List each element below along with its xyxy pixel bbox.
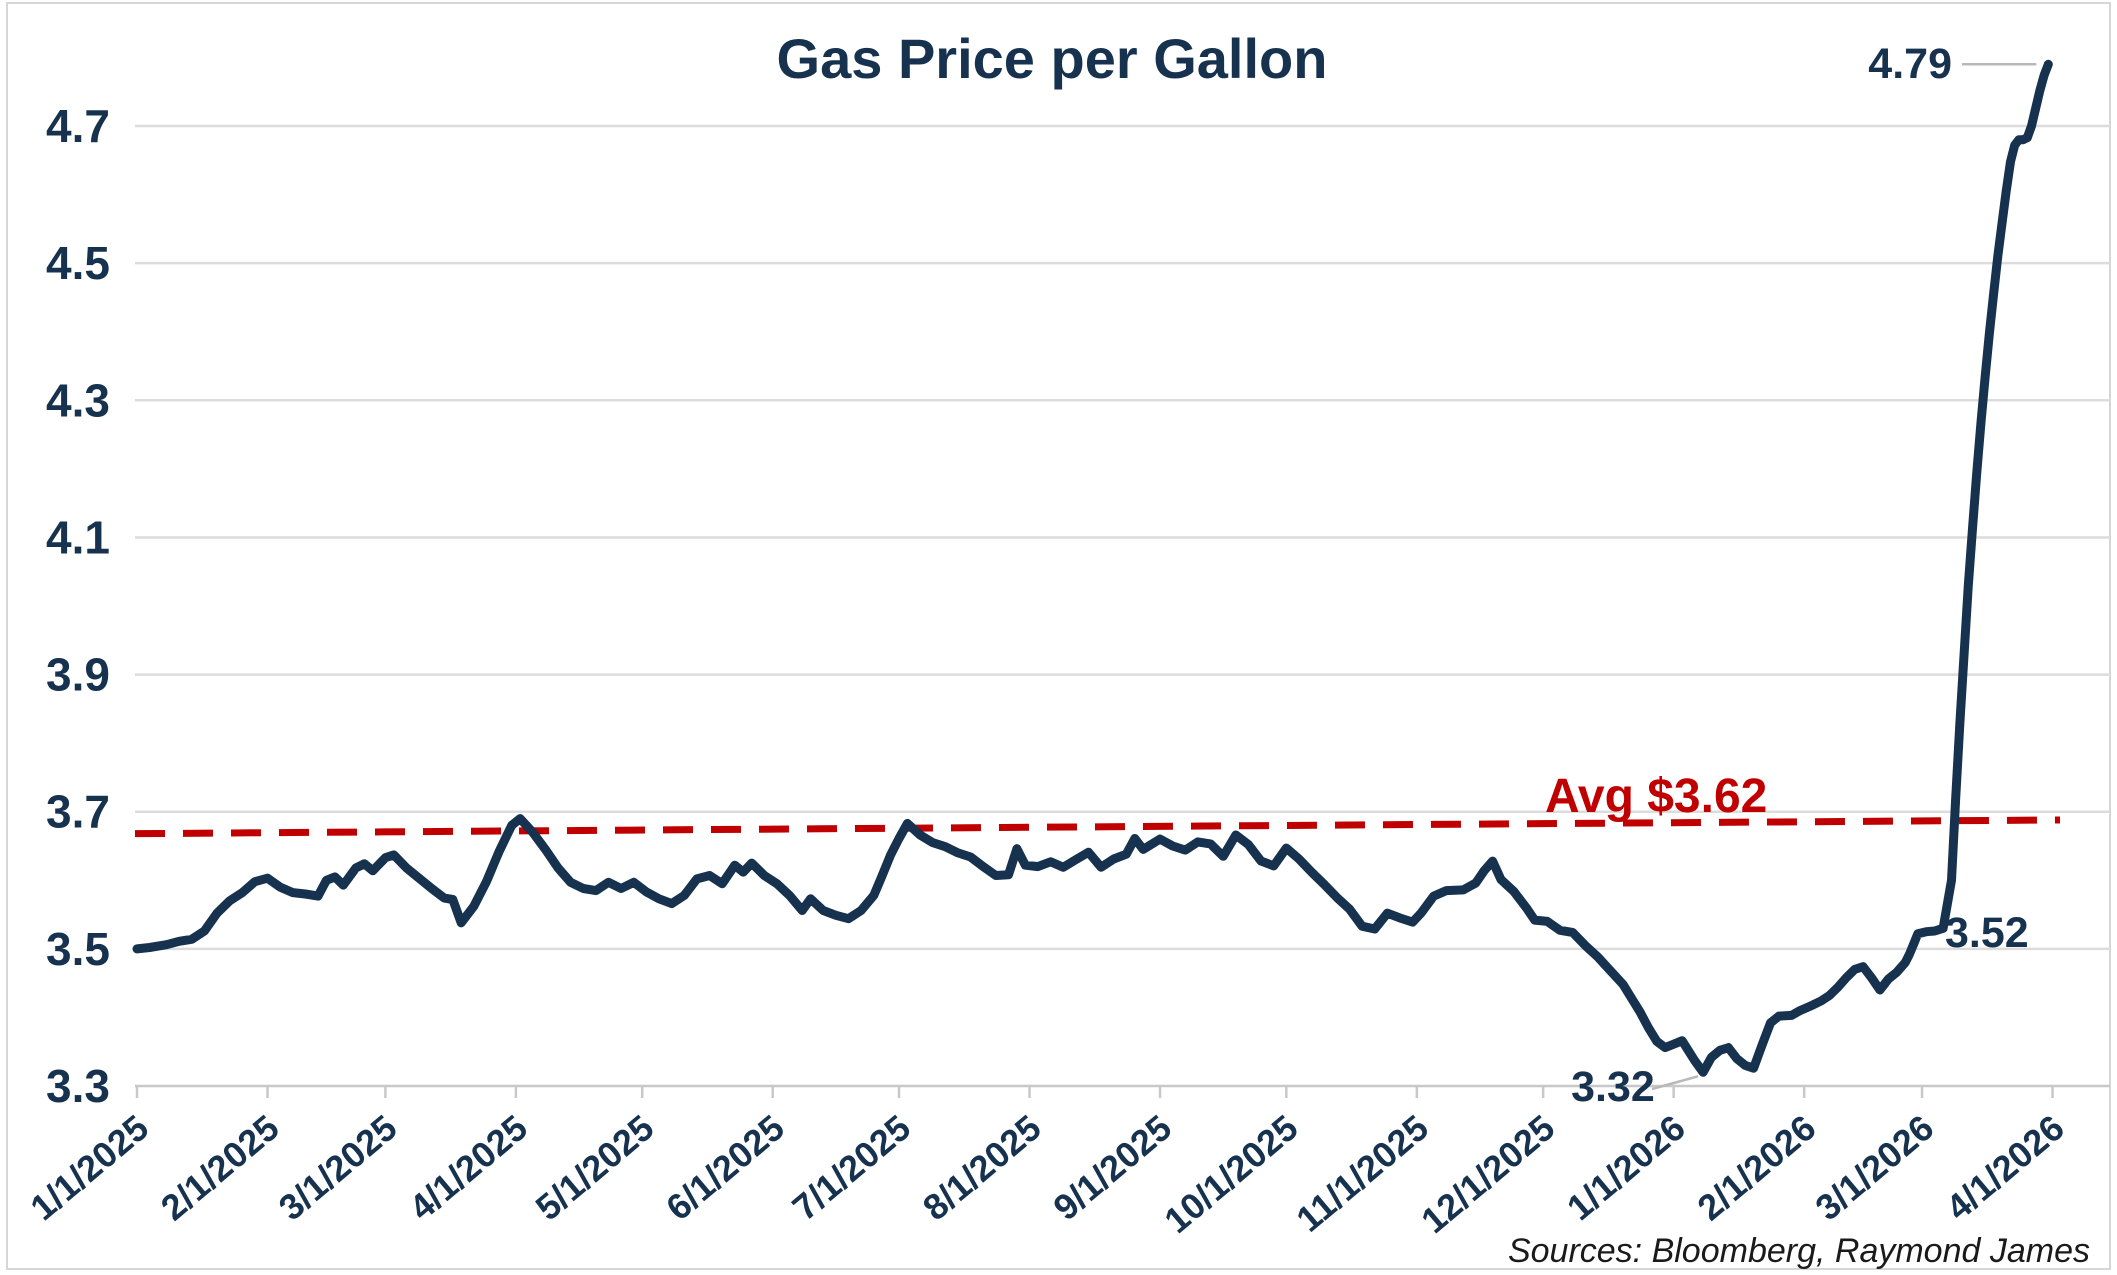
source-note: Sources: Bloomberg, Raymond James: [1508, 1232, 2090, 1270]
y-tick-label-4.5: 4.5: [46, 237, 110, 289]
x-tick-label: 7/1/2025: [784, 1107, 918, 1228]
leader-low: [1651, 1075, 1699, 1091]
y-tick-label-4.3: 4.3: [46, 374, 110, 426]
x-tick-label: 1/1/2026: [1559, 1107, 1693, 1228]
annotation-low-label: 3.32: [1571, 1063, 1655, 1111]
x-tick-label: 6/1/2025: [658, 1107, 792, 1228]
y-tick-label-3.3: 3.3: [46, 1060, 110, 1112]
x-tick-label: 10/1/2025: [1156, 1107, 1305, 1241]
x-tick-label: 1/1/2025: [22, 1107, 156, 1228]
y-tick-label-3.9: 3.9: [46, 649, 110, 701]
x-tick-label: 8/1/2025: [915, 1107, 1049, 1228]
x-tick-label: 2/1/2025: [153, 1107, 287, 1228]
annotation-end-peak-label: 4.79: [1868, 40, 1952, 88]
price-line-series: [132, 59, 2053, 1077]
x-tick-label: 3/1/2026: [1807, 1107, 1941, 1228]
average-dashed-line: [134, 816, 2061, 838]
chart-border: [6, 2, 2111, 1270]
x-tick-label: 2/1/2026: [1690, 1107, 1824, 1228]
x-tick-labels: 1/1/20252/1/20253/1/20254/1/20255/1/2025…: [22, 1107, 2071, 1241]
x-tick-label: 4/1/2026: [1938, 1107, 2072, 1228]
y-tick-label-3.5: 3.5: [46, 923, 110, 975]
gridlines: [135, 124, 2110, 951]
annotation-leader-lines: [1651, 63, 2037, 1091]
y-tick-label-3.7: 3.7: [46, 786, 110, 838]
chart-title: Gas Price per Gallon: [777, 27, 1328, 90]
y-tick-label-4.7: 4.7: [46, 100, 110, 152]
x-tick-label: 5/1/2025: [528, 1107, 662, 1228]
x-tick-label: 12/1/2025: [1413, 1107, 1562, 1241]
x-tick-label: 3/1/2025: [271, 1107, 405, 1228]
x-tick-label: 4/1/2025: [401, 1107, 535, 1228]
y-tick-labels: 3.3 3.5 3.7 3.9 4.1 4.3 4.5 4.7: [46, 100, 110, 1112]
average-line-label: Avg $3.62: [1545, 770, 1767, 823]
annotation-pre-spike-label: 3.52: [1945, 909, 2029, 957]
y-tick-label-4.1: 4.1: [46, 511, 110, 563]
x-axis: [135, 1084, 2110, 1098]
gas-price-line: [132, 59, 2053, 1077]
x-tick-label: 11/1/2025: [1288, 1107, 1436, 1240]
average-reference-line: [134, 816, 2061, 838]
